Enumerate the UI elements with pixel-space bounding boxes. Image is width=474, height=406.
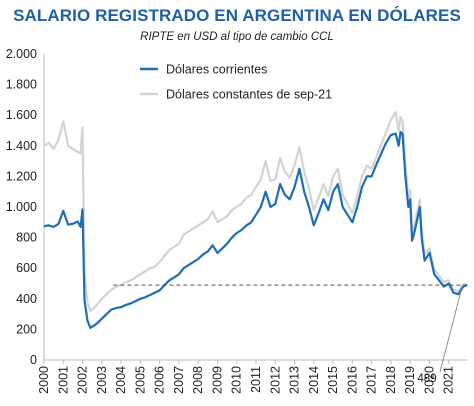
x-tick-label: 2019	[403, 366, 417, 394]
x-tick-label: 2020	[422, 366, 436, 394]
x-tick-label: 2016	[345, 366, 359, 394]
y-tick-label: 1.600	[6, 108, 37, 122]
x-tick-label: 2015	[326, 366, 340, 394]
x-tick-label: 2006	[153, 366, 167, 394]
reference-pointer	[439, 287, 463, 373]
y-tick-label: 2.000	[6, 47, 37, 61]
y-axis-ticks: 0 200 400 600 800 1.000 1.200 1.400 1.600 1.800 2.…	[6, 47, 37, 367]
legend: Dólares corrientes Dólares constantes de …	[140, 63, 332, 102]
legend-item-corrientes-label: Dólares corrientes	[166, 63, 267, 77]
y-tick-label: 0	[30, 353, 37, 367]
y-tick-label: 1.800	[6, 78, 37, 92]
x-tick-label: 2009	[210, 366, 224, 394]
x-tick-label: 2010	[230, 366, 244, 394]
x-tick-label: 2018	[384, 366, 398, 394]
x-tick-label: 2001	[56, 366, 70, 394]
x-tick-label: 2013	[288, 366, 302, 394]
x-tick-label: 2003	[95, 366, 109, 394]
x-tick-label: 2014	[307, 366, 321, 394]
y-tick-label: 400	[16, 292, 37, 306]
series-line-corrientes	[43, 130, 468, 329]
y-tick-label: 1.200	[6, 169, 37, 183]
series-layer	[43, 110, 468, 329]
x-tick-label: 2005	[133, 366, 147, 394]
x-tick-label: 2004	[114, 366, 128, 394]
x-tick-label: 2011	[249, 366, 263, 393]
y-tick-label: 800	[16, 231, 37, 245]
y-tick-label: 1.400	[6, 139, 37, 153]
x-tick-label: 2021	[442, 366, 456, 394]
x-tick-label: 2002	[76, 366, 90, 394]
x-tick-label: 2017	[365, 366, 379, 394]
chart-subtitle: RIPTE en USD al tipo de cambio CCL	[140, 31, 334, 43]
reference-line-group: 489	[113, 284, 468, 385]
x-axis-ticks: 2000 2001 2002 2003 2004 2005 2006 2007 2008 2009…	[37, 360, 456, 394]
y-tick-label: 200	[16, 322, 37, 336]
x-tick-label: 2008	[191, 366, 205, 394]
x-tick-label: 2012	[268, 366, 282, 394]
legend-item-constantes-label: Dólares constantes de sep-21	[166, 88, 332, 102]
y-tick-label: 1.000	[6, 200, 37, 214]
reference-label: 489	[417, 373, 436, 385]
chart-title: SALARIO REGISTRADO EN ARGENTINA EN DÓLAR…	[13, 6, 461, 25]
y-tick-label: 600	[16, 261, 37, 275]
x-tick-label: 2007	[172, 366, 186, 394]
x-tick-label: 2000	[37, 366, 51, 394]
